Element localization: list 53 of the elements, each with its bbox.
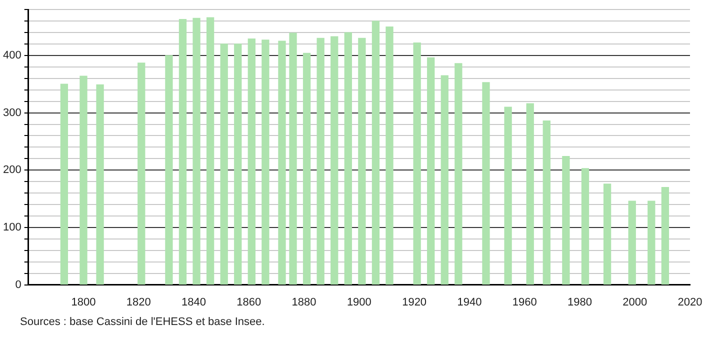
- bar: [648, 200, 656, 285]
- x-tick-label: 1800: [71, 296, 96, 308]
- bar: [138, 62, 146, 285]
- bar: [504, 106, 512, 285]
- x-tick-label: 1840: [182, 296, 206, 308]
- bar: [234, 44, 242, 285]
- bar: [454, 63, 462, 285]
- x-tick-label: 1920: [402, 296, 427, 308]
- x-tick-label: 2020: [678, 296, 702, 308]
- bar: [386, 26, 394, 285]
- x-tick-label: 1820: [126, 296, 151, 308]
- bar: [302, 52, 311, 285]
- y-tick-label: 100: [2, 222, 22, 234]
- bar: [413, 42, 421, 285]
- y-tick-label: 200: [2, 164, 22, 176]
- bar: [661, 187, 670, 285]
- x-tick-label: 1960: [512, 296, 537, 308]
- bar: [248, 38, 256, 285]
- bar: [165, 55, 173, 285]
- x-tick-label: 1860: [236, 296, 262, 308]
- source-note: Sources : base Cassini de l'EHESS et base Insee.: [20, 316, 266, 328]
- x-tick-label: 2000: [622, 296, 648, 308]
- bar: [330, 36, 338, 285]
- y-tick-label: 0: [15, 278, 22, 291]
- x-tick-label: 1900: [346, 296, 372, 308]
- bar: [372, 20, 380, 285]
- bar: [220, 44, 228, 285]
- bar: [344, 32, 352, 285]
- bar: [427, 57, 435, 285]
- bar: [96, 84, 104, 285]
- bar: [262, 40, 270, 285]
- y-tick-label: 300: [2, 106, 22, 119]
- bar: [603, 184, 612, 285]
- bar: [289, 32, 297, 285]
- bar: [278, 40, 286, 285]
- x-tick-label: 1980: [567, 296, 592, 308]
- bar: [562, 156, 570, 285]
- bar: [440, 75, 448, 285]
- x-tick-label: 1880: [292, 296, 316, 308]
- bar: [542, 120, 550, 285]
- bar: [358, 38, 366, 285]
- bar: [482, 82, 490, 285]
- y-tick-label: 400: [2, 50, 22, 62]
- bar: [60, 84, 68, 285]
- bar: [581, 168, 590, 285]
- bar: [80, 76, 88, 285]
- bar: [178, 19, 187, 285]
- bar: [526, 103, 534, 285]
- bar: [206, 17, 214, 285]
- x-tick-label: 1940: [457, 296, 482, 308]
- bar: [316, 38, 324, 285]
- bar: [628, 200, 636, 285]
- bar: [192, 18, 200, 285]
